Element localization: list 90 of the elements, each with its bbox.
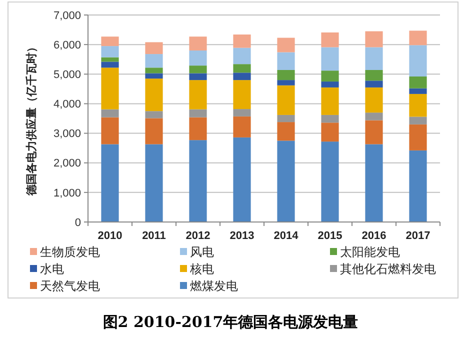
bar [365,120,383,144]
bar [189,80,207,110]
bar [321,114,339,123]
bar [145,78,163,112]
bar [365,70,383,81]
bar [277,80,295,86]
bar [277,122,295,141]
bar [365,144,383,222]
bar [321,142,339,222]
bar [101,62,119,68]
bar [321,47,339,71]
bar [365,87,383,113]
bar [189,36,207,50]
bar [277,70,295,80]
bar [101,57,119,62]
x-tick-label: 2011 [142,230,166,242]
bar [277,140,295,222]
y-tick-label: 4,000 [53,98,81,111]
bar [277,114,295,122]
bar [145,68,163,74]
legend-label: 核电 [189,262,214,276]
bar [233,34,251,48]
y-tick-label: 2,000 [53,158,81,170]
bar [101,109,119,118]
bar [321,82,339,88]
bar [365,47,383,70]
bar [145,42,163,54]
bar [145,111,163,118]
bar [321,87,339,115]
bar [321,122,339,142]
bar [233,116,251,138]
bar [365,80,383,88]
bar [409,45,427,77]
bar [277,52,295,70]
y-tick-label: 0 [74,216,81,229]
legend-label: 燃煤发电 [190,279,238,293]
bar [409,116,427,124]
x-tick-label: 2012 [186,230,210,242]
bar [365,112,383,120]
x-tick-label: 2014 [274,230,300,242]
bar [409,94,427,117]
bar [101,144,119,222]
bar [409,150,427,222]
bar [233,72,251,80]
bar [233,137,251,222]
bar [101,46,119,58]
bar [101,68,119,110]
bar [409,76,427,88]
bar [145,118,163,144]
bar [409,30,427,46]
bar [321,32,339,48]
bar [321,70,339,82]
bar [101,117,119,144]
bar [101,36,119,46]
bar [189,117,207,140]
bar [233,109,251,116]
legend-label: 太阳能发电 [340,245,400,259]
bar [233,64,251,73]
bar [145,144,163,222]
x-tick-label: 2013 [230,230,254,242]
x-tick-label: 2017 [406,230,430,242]
bar [233,80,251,110]
x-tick-label: 2016 [362,230,386,242]
bar [409,124,427,150]
bar [277,38,295,52]
y-tick-label: 7,000 [53,10,81,22]
bar [365,31,383,48]
bar [189,109,207,118]
bar [189,73,207,80]
bar [277,85,295,115]
y-tick-label: 1,000 [53,187,81,200]
y-axis-title: 德国各电力供应量（亿千瓦时） [25,42,38,196]
legend-label: 其他化石燃料发电 [340,262,436,276]
bar [145,73,163,79]
legend-label: 水电 [40,262,64,276]
y-tick-label: 3,000 [53,128,81,140]
bar [189,66,207,74]
text: 图2 2010-2017年德国各电源发电量 [102,313,358,331]
bar [189,50,207,66]
bar [145,54,163,68]
legend-label: 生物质发电 [40,245,100,259]
y-tick-label: 5,000 [53,68,81,81]
x-tick-label: 2015 [318,230,342,242]
legend-label: 风电 [190,245,214,259]
bar [189,140,207,222]
x-tick-label: 2010 [98,230,122,242]
legend-label: 天然气发电 [40,279,100,293]
bar [409,88,427,94]
y-tick-label: 6,000 [53,39,81,52]
bar [233,48,251,64]
